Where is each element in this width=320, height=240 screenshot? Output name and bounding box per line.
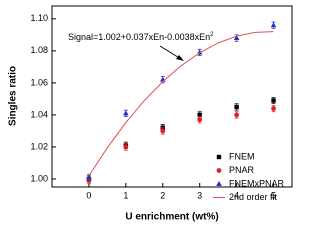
y-axis-label: Singles ratio: [8, 66, 19, 126]
x-tick-label: 1: [123, 190, 128, 200]
y-tick-label: 1.08: [30, 45, 48, 55]
marker: [197, 112, 202, 118]
y-tick-label: 1.06: [30, 77, 48, 87]
marker: [270, 22, 277, 28]
marker: [234, 112, 240, 118]
marker: [159, 76, 166, 82]
marker: [233, 35, 240, 41]
annotation: Signal=1.002+0.037xEn-0.0038xEn2: [68, 32, 214, 43]
x-tick-label: 3: [197, 190, 202, 200]
y-tick-label: 1.10: [30, 13, 48, 23]
marker: [123, 144, 129, 150]
annotation-arrow: [159, 45, 182, 60]
marker: [160, 128, 166, 134]
x-axis-label: U enrichment (wt%): [125, 212, 218, 223]
legend-label: FNEM: [229, 151, 255, 161]
legend-label: FNEMxPNAR: [229, 178, 285, 188]
annotation-text: Signal=1.002+0.037xEn-0.0038xEn: [68, 32, 210, 42]
legend-swatch: [216, 168, 222, 173]
fit-line: [88, 31, 274, 177]
plot-frame: [51, 5, 293, 188]
chart: U enrichment (wt%) Singles ratio Signal=…: [8, 5, 293, 223]
x-tick-label: 5: [271, 190, 276, 200]
legend-swatch: [216, 154, 222, 160]
marker: [123, 110, 129, 116]
legend-label: 2nd order fit: [229, 192, 278, 202]
x-tick-label: 0: [86, 190, 91, 200]
marker: [271, 98, 276, 103]
marker: [271, 106, 276, 111]
y-tick-label: 1.04: [30, 109, 48, 119]
marker: [86, 174, 92, 180]
legend-label: PNAR: [229, 165, 255, 175]
y-tick-label: 1.00: [30, 173, 48, 183]
marker: [234, 104, 239, 110]
x-tick-label: 4: [234, 190, 239, 200]
marker: [197, 117, 203, 123]
annotation-arrowhead: [176, 55, 184, 61]
annotation-sup: 2: [210, 32, 214, 38]
y-tick-label: 1.02: [30, 141, 48, 151]
x-tick-label: 2: [160, 190, 165, 200]
legend-swatch: [216, 181, 222, 186]
